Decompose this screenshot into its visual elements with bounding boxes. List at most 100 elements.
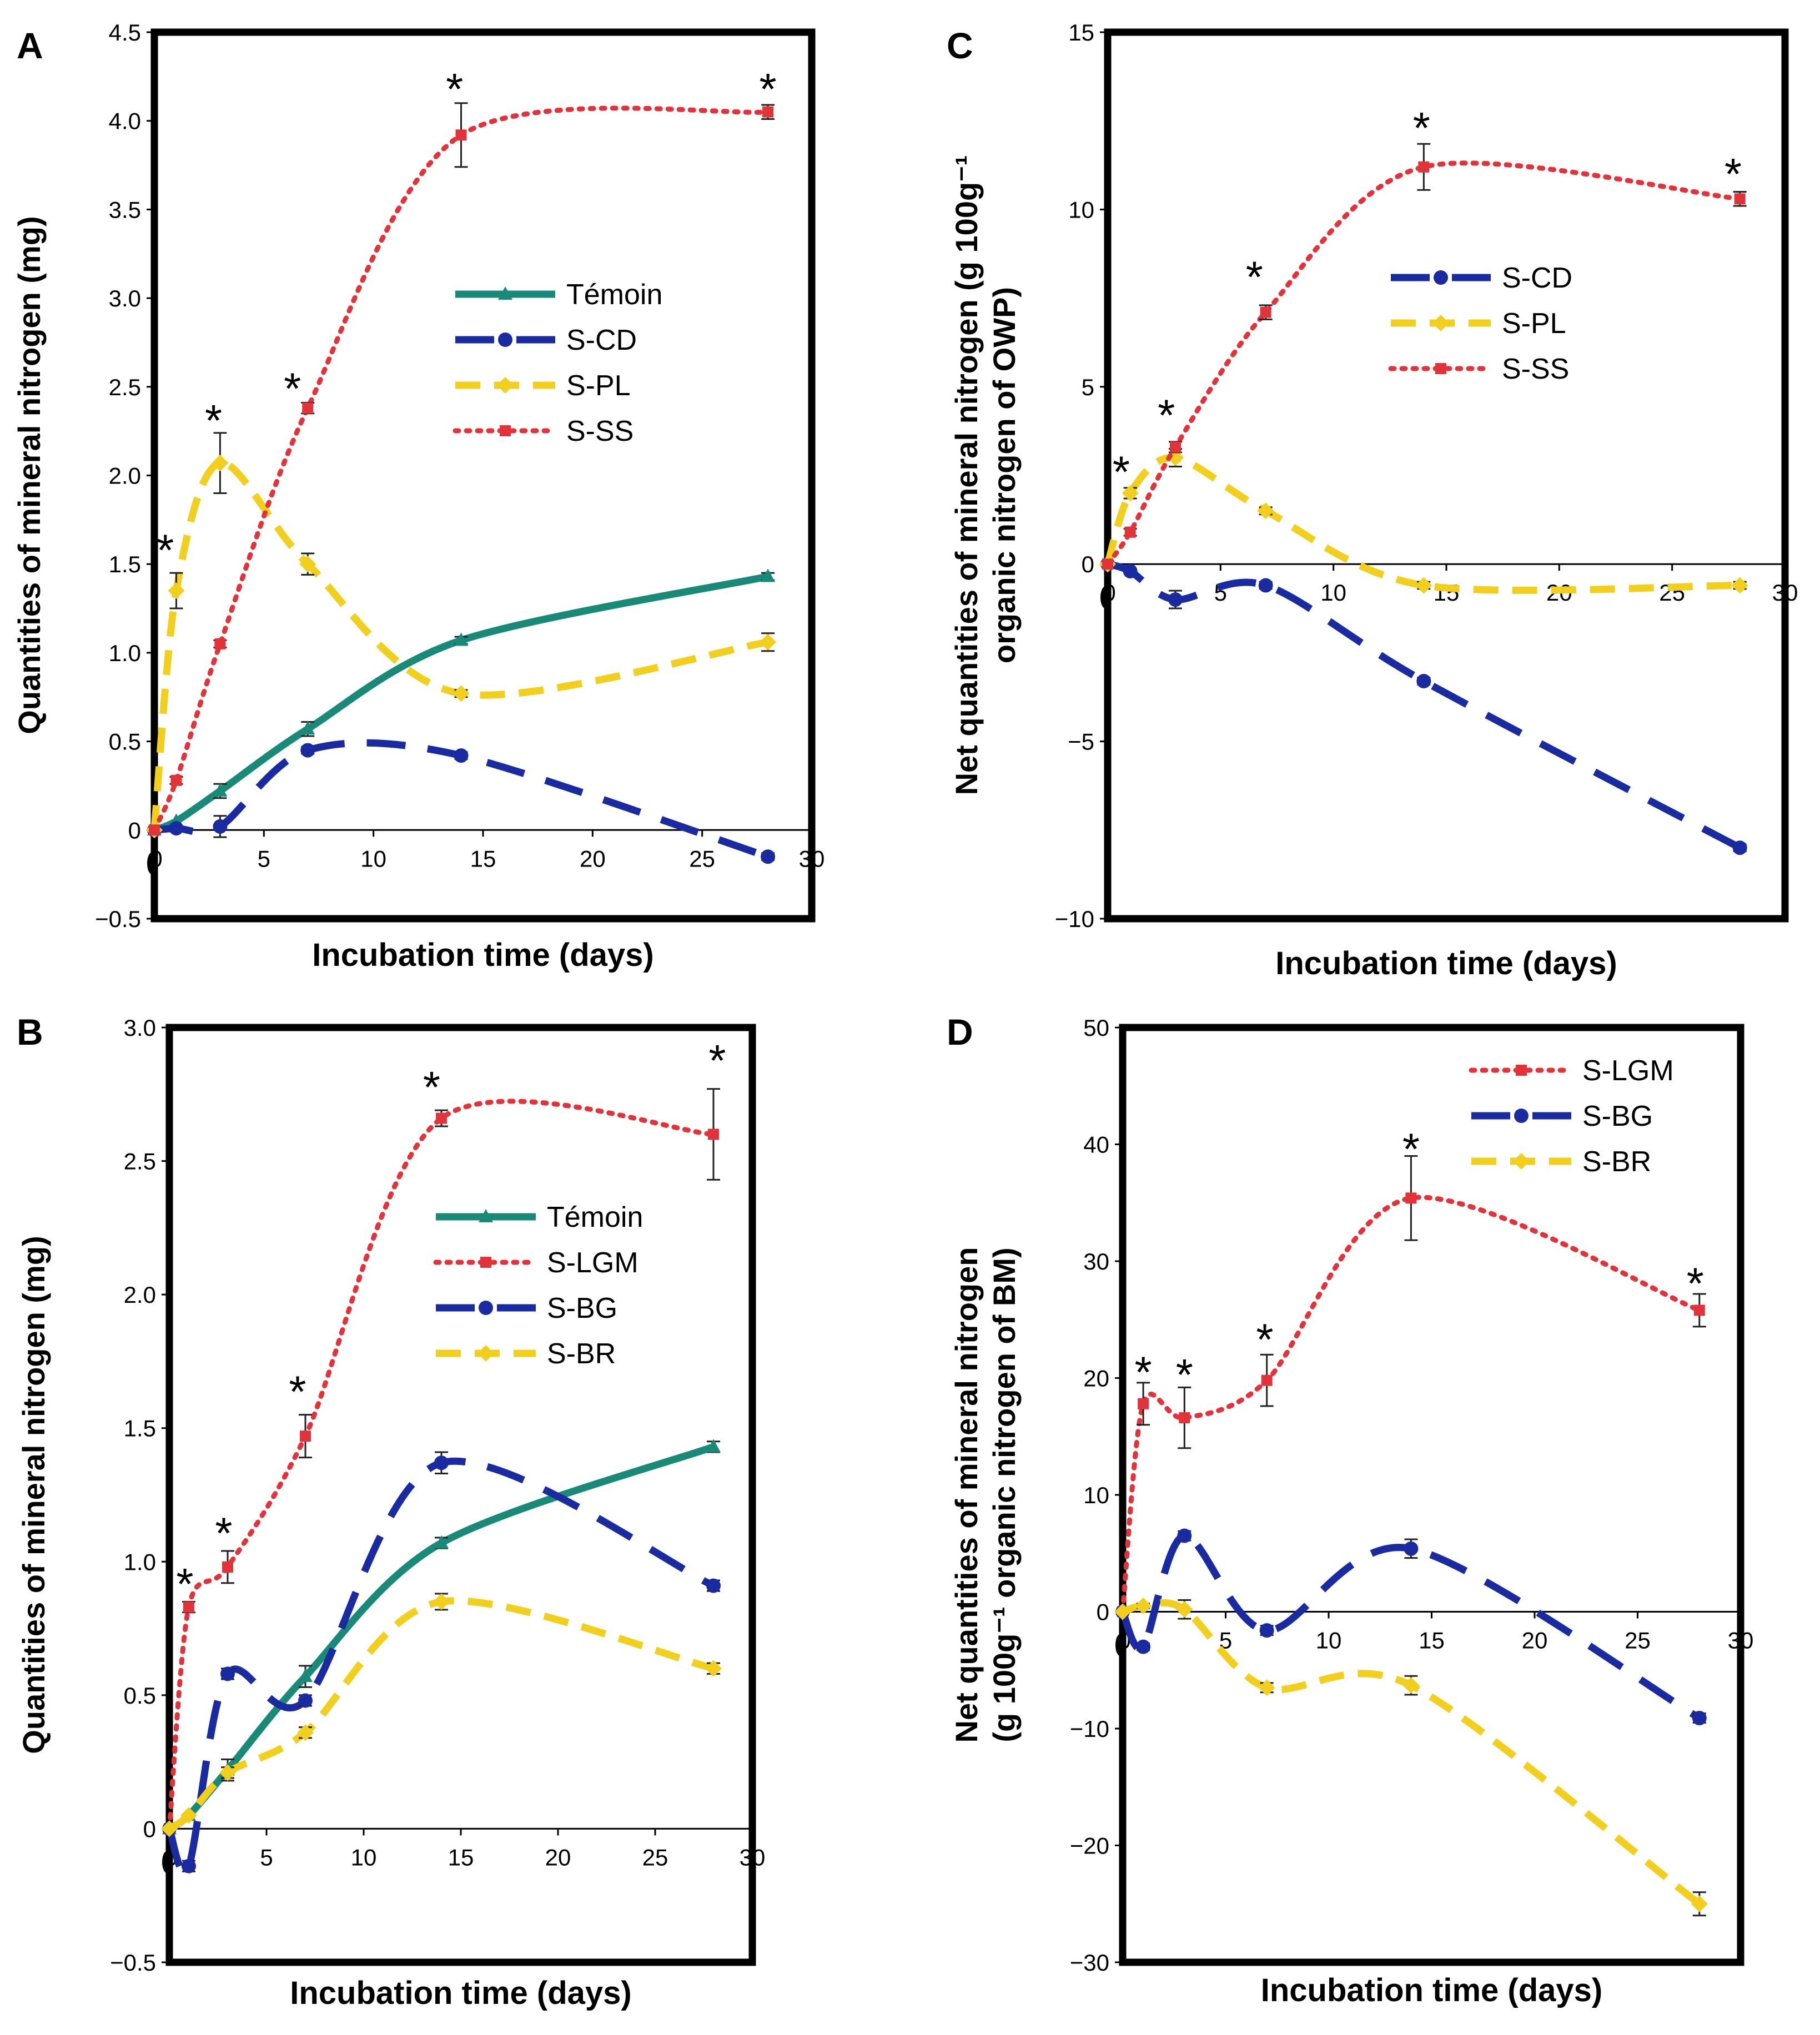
series-s-cd xyxy=(147,739,776,864)
data-point xyxy=(1260,306,1271,318)
significance-asterisk: * xyxy=(1135,1348,1152,1397)
y-tick-label: 10 xyxy=(1083,1482,1109,1508)
significance-asterisk: * xyxy=(176,1559,193,1609)
legend-label: S-BR xyxy=(1582,1146,1651,1178)
data-point xyxy=(213,783,228,797)
y-axis-label-line-1: Net quantities of mineral nitrogen (g 10… xyxy=(949,155,984,795)
axis-origin-dot xyxy=(147,852,157,875)
series-t-moin xyxy=(147,568,776,836)
data-point xyxy=(1416,674,1431,689)
y-tick-label: 0.5 xyxy=(124,1683,156,1709)
y-tick-label: 50 xyxy=(1083,1015,1109,1041)
data-point xyxy=(1179,1412,1190,1424)
legend-swatch-marker xyxy=(1434,270,1448,285)
data-point xyxy=(1732,840,1747,855)
x-axis-label: Incubation time (days) xyxy=(290,1975,632,2011)
significance-asterisk: * xyxy=(1402,1125,1420,1174)
data-point xyxy=(1114,1603,1131,1620)
data-point xyxy=(1258,578,1273,593)
series-s-ss xyxy=(1102,143,1747,570)
y-tick-label: 2.5 xyxy=(124,1149,156,1175)
y-tick-label: 0 xyxy=(1082,551,1094,577)
y-tick-label: 40 xyxy=(1083,1132,1109,1158)
data-point xyxy=(706,1439,721,1453)
y-tick-label: 3.5 xyxy=(109,197,141,223)
y-tick-label: 2.0 xyxy=(124,1282,156,1308)
legend-label: S-LGM xyxy=(1582,1055,1674,1087)
series-s-lgm xyxy=(1117,1155,1706,1618)
y-tick-label: 1.5 xyxy=(109,551,141,577)
series-line xyxy=(1121,1599,1702,1907)
series-t-moin xyxy=(162,1439,721,1835)
x-tick-label: 30 xyxy=(740,1844,766,1870)
x-tick-label: 25 xyxy=(642,1844,668,1870)
y-tick-label: 1.5 xyxy=(124,1416,156,1442)
legend-label: Témoin xyxy=(566,279,662,311)
x-tick-label: 15 xyxy=(1419,1628,1445,1654)
significance-asterisk: * xyxy=(205,396,222,445)
x-tick-label: 30 xyxy=(1728,1628,1754,1654)
y-tick-label: −20 xyxy=(1070,1833,1109,1859)
significance-asterisk: * xyxy=(1246,252,1263,301)
series-s-pl xyxy=(1099,448,1748,594)
data-point xyxy=(1258,1679,1275,1696)
data-point xyxy=(433,1593,450,1610)
y-tick-label: 2.5 xyxy=(109,374,141,400)
panel-label: C xyxy=(947,25,973,66)
legend-label: S-BG xyxy=(547,1292,617,1324)
y-axis-label-line-2: (g 100g⁻¹ organic nitrogen of BM) xyxy=(987,1247,1022,1742)
data-point xyxy=(161,1820,178,1837)
data-point xyxy=(1261,1374,1273,1386)
data-point xyxy=(1731,577,1748,594)
data-point xyxy=(1138,1398,1149,1409)
legend-label: S-CD xyxy=(1502,262,1572,294)
legend-swatch-marker xyxy=(479,1209,493,1222)
data-point xyxy=(1692,1711,1707,1726)
series-s-ss xyxy=(149,102,775,836)
data-point xyxy=(455,129,467,141)
data-point xyxy=(705,1660,722,1677)
series-line xyxy=(153,573,769,834)
data-point xyxy=(761,849,776,864)
legend-label: S-LGM xyxy=(547,1247,638,1279)
y-tick-label: 0.5 xyxy=(109,729,141,755)
data-point xyxy=(761,568,776,582)
y-tick-label: 0 xyxy=(1097,1599,1109,1625)
legend-swatch-marker xyxy=(1513,1153,1530,1170)
data-point xyxy=(1418,161,1430,173)
series-line xyxy=(1107,560,1742,851)
x-tick-label: 15 xyxy=(448,1844,474,1870)
x-tick-label: 10 xyxy=(351,1844,377,1870)
data-point xyxy=(300,1430,311,1442)
x-tick-label: 30 xyxy=(799,845,825,872)
y-tick-label: −10 xyxy=(1055,906,1094,932)
x-tick-label: 10 xyxy=(1316,1628,1342,1654)
x-tick-label: 25 xyxy=(689,845,715,872)
legend-swatch-marker xyxy=(480,1257,491,1268)
x-tick-label: 20 xyxy=(580,845,606,872)
data-point xyxy=(1102,558,1113,570)
data-point xyxy=(213,819,228,834)
chart-panel-b: B−0.500.51.01.52.02.53.0510152025300Incu… xyxy=(16,1011,765,2011)
legend-label: S-CD xyxy=(566,324,637,356)
significance-asterisk: * xyxy=(708,1036,726,1085)
data-point xyxy=(1177,1528,1192,1543)
data-point xyxy=(1415,577,1432,594)
legend-label: S-PL xyxy=(566,370,631,402)
data-point xyxy=(168,582,185,600)
significance-asterisk: * xyxy=(215,1509,232,1558)
legend-label: S-BR xyxy=(547,1338,616,1370)
chart-panel-c: C−10−5051015510152025300Incubation time … xyxy=(947,19,1798,981)
y-tick-label: −0.5 xyxy=(110,1950,156,1976)
data-point xyxy=(1176,1601,1193,1618)
data-point xyxy=(454,632,469,646)
y-tick-label: −10 xyxy=(1070,1716,1109,1742)
plot-frame xyxy=(165,1024,756,1966)
plot-frame xyxy=(150,28,816,923)
legend: S-CD S-PL S-SS xyxy=(1388,262,1572,385)
legend-label: S-SS xyxy=(566,415,634,447)
legend-swatch-marker xyxy=(500,425,511,436)
y-axis-label: Quantities of mineral nitrogen (mg) xyxy=(12,216,47,734)
legend-swatch-marker xyxy=(479,1301,493,1315)
legend-swatch-marker xyxy=(1432,315,1449,331)
